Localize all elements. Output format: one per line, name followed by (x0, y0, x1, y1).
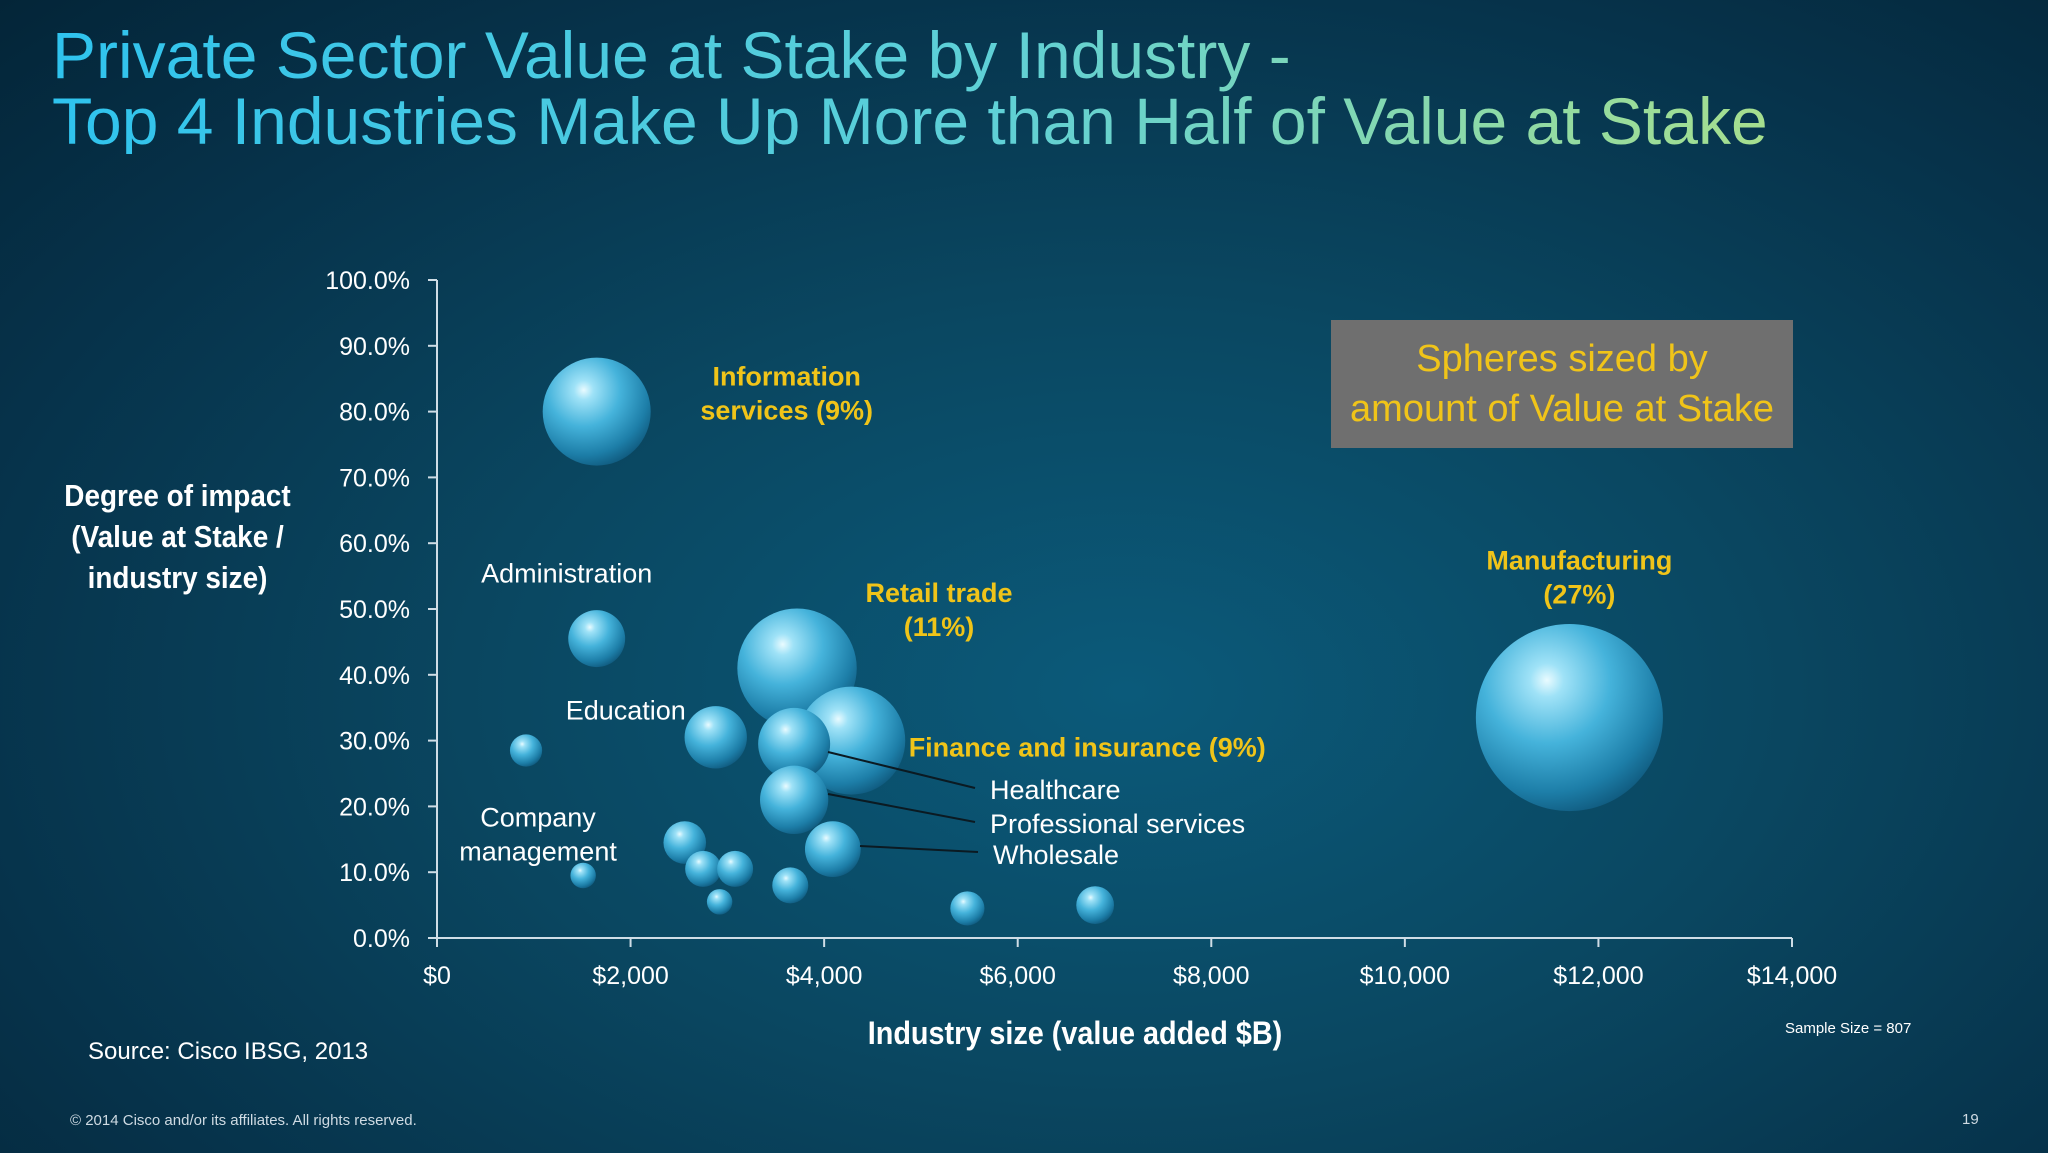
y-axis-label-line-3: industry size) (87, 560, 268, 595)
copyright: © 2014 Cisco and/or its affiliates. All … (70, 1112, 417, 1129)
leader-line (827, 751, 976, 789)
bubble-point (509, 734, 543, 767)
x-tick-label: $12,000 (1553, 962, 1643, 990)
bubble-point (759, 765, 829, 834)
y-tick-label: 70.0% (339, 464, 410, 492)
leader-line (827, 793, 976, 823)
bubble-label: Wholesale (993, 840, 1119, 870)
x-tick-label: $14,000 (1747, 962, 1837, 990)
y-tick-label: 100.0% (325, 267, 410, 295)
page-number: 19 (1962, 1111, 1979, 1128)
y-tick-label: 40.0% (339, 662, 410, 690)
bubble-label: Professional services (990, 809, 1245, 839)
bubble-point (797, 686, 906, 795)
bubble-point (568, 610, 626, 668)
bubble-label: Finance and insurance (9%) (909, 733, 1266, 763)
bubble-label: Manufacturing (27%) (1486, 546, 1672, 610)
x-axis-label: Industry size (value added $B) (867, 1015, 1283, 1051)
y-tick-label: 80.0% (339, 399, 410, 427)
bubble-label: Education (566, 695, 686, 725)
bubble-label: Company management (459, 802, 617, 866)
bubble-point (804, 821, 861, 878)
bubble-point (1475, 624, 1663, 812)
bubble-label: Administration (481, 559, 652, 589)
source-note: Source: Cisco IBSG, 2013 (88, 1038, 369, 1065)
bubble-point (685, 850, 722, 887)
bubble-label: Information services (9%) (700, 362, 873, 426)
y-axis-label-line-1: Degree of impact (64, 478, 291, 513)
y-tick-label: 20.0% (339, 793, 410, 821)
sphere-size-note: Spheres sized by amount of Value at Stak… (1331, 320, 1793, 448)
x-tick-label: $6,000 (979, 962, 1055, 990)
x-tick-label: $2,000 (592, 962, 668, 990)
bubble-point (684, 706, 747, 769)
bubble-point (717, 850, 754, 887)
leader-line (859, 845, 979, 853)
bubble-point (542, 357, 651, 466)
y-tick-label: 30.0% (339, 728, 410, 756)
y-tick-label: 10.0% (339, 859, 410, 887)
y-tick-label: 0.0% (353, 925, 410, 953)
bubble-label: Healthcare (990, 775, 1121, 805)
bubble-label: Retail trade (11%) (866, 578, 1013, 642)
y-tick-label: 60.0% (339, 530, 410, 558)
note-line-2: amount of Value at Stake (1350, 388, 1774, 430)
x-tick-label: $8,000 (1173, 962, 1249, 990)
bubble-point (1076, 886, 1115, 924)
x-tick-label: $4,000 (786, 962, 862, 990)
y-tick-label: 50.0% (339, 596, 410, 624)
sample-size: Sample Size = 807 (1785, 1020, 1912, 1037)
bubble-point (772, 867, 809, 904)
y-tick-label: 90.0% (339, 333, 410, 361)
bubble-point (950, 891, 985, 926)
note-line-1: Spheres sized by (1416, 338, 1708, 380)
bubble-point (570, 862, 596, 889)
x-tick-label: $0 (423, 962, 451, 990)
y-axis-label-line-2: (Value at Stake / (71, 519, 284, 554)
bubble-point (758, 707, 831, 780)
bubble-point (706, 889, 733, 915)
y-axis-label: Degree of impact (Value at Stake / indus… (54, 475, 302, 598)
x-tick-label: $10,000 (1360, 962, 1450, 990)
